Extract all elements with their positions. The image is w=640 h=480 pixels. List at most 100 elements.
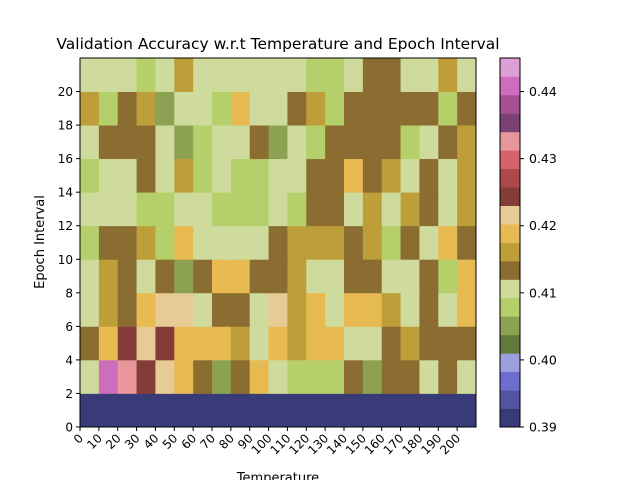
y-tick-label: 20 <box>58 85 73 99</box>
heatmap-cell <box>438 125 458 160</box>
heatmap-cell <box>249 393 269 428</box>
heatmap-cell <box>98 393 119 428</box>
heatmap-cell <box>249 125 269 160</box>
heatmap-cell <box>155 359 175 394</box>
heatmap-cell <box>344 359 364 394</box>
heatmap-cell <box>400 326 420 361</box>
x-axis-label: Temperature <box>236 471 319 480</box>
heatmap-cell <box>457 393 477 428</box>
heatmap-cell <box>362 125 383 160</box>
heatmap-cell <box>193 393 213 428</box>
colorbar-segment <box>500 94 520 114</box>
heatmap-cell <box>381 359 401 394</box>
heatmap-cell <box>136 292 156 327</box>
heatmap-cell <box>381 192 401 227</box>
heatmap-cell <box>325 326 345 361</box>
heatmap-cell <box>362 91 383 126</box>
heatmap-cell <box>457 158 477 193</box>
heatmap-cell <box>438 359 458 394</box>
heatmap-cell <box>98 326 119 361</box>
heatmap-cell <box>268 192 288 227</box>
colorbar-tick-label: 0.41 <box>529 285 557 300</box>
heatmap-cell <box>325 259 345 294</box>
heatmap-cell <box>193 125 213 160</box>
heatmap-cell <box>136 326 156 361</box>
heatmap-cell <box>80 225 100 260</box>
heatmap-cell <box>344 125 364 160</box>
heatmap-cell <box>80 393 100 428</box>
heatmap-cell <box>362 225 383 260</box>
heatmap-cell <box>438 326 458 361</box>
heatmap-cell <box>117 125 137 160</box>
heatmap-cell <box>419 125 439 160</box>
heatmap-cell <box>98 91 119 126</box>
heatmap-cell <box>344 259 364 294</box>
heatmap-cell <box>174 125 194 160</box>
colorbar-segment <box>500 113 520 133</box>
heatmap-cell <box>325 58 345 92</box>
heatmap-cell <box>419 326 439 361</box>
heatmap-cell <box>381 225 401 260</box>
heatmap-cell <box>400 58 420 92</box>
heatmap-cell <box>174 225 194 260</box>
heatmap-cell <box>174 292 194 327</box>
heatmap-cell <box>80 359 100 394</box>
heatmap-cell <box>287 326 307 361</box>
heatmap-cell <box>438 58 458 92</box>
heatmap-cell <box>98 58 119 92</box>
x-tick-label: 40 <box>141 431 162 452</box>
colorbar-segment <box>500 242 520 262</box>
colorbar-segment <box>500 334 520 354</box>
heatmap-cell <box>80 292 100 327</box>
heatmap-cell <box>212 225 232 260</box>
colorbar-segment <box>500 408 520 428</box>
heatmap-cell <box>193 91 213 126</box>
colorbar-segment <box>500 371 520 391</box>
heatmap-cell <box>80 192 100 227</box>
heatmap-cell <box>306 359 326 394</box>
heatmap-cell <box>136 125 156 160</box>
heatmap-cell <box>98 359 119 394</box>
x-tick-label: 10 <box>84 431 105 452</box>
heatmap-cell <box>193 192 213 227</box>
colorbar-tick-label: 0.40 <box>529 352 557 367</box>
heatmap-cell <box>174 326 194 361</box>
heatmap-cell <box>136 158 156 193</box>
heatmap-cell <box>80 91 100 126</box>
heatmap-cell <box>193 158 213 193</box>
heatmap-cell <box>230 292 251 327</box>
heatmap-cell <box>325 359 345 394</box>
heatmap-cell <box>306 393 326 428</box>
heatmap-cell <box>438 192 458 227</box>
heatmap-cell <box>287 58 307 92</box>
heatmap-cell <box>381 259 401 294</box>
heatmap-cell <box>362 192 383 227</box>
heatmap-cell <box>287 91 307 126</box>
heatmap-cell <box>419 292 439 327</box>
heatmap-cell <box>212 125 232 160</box>
heatmap-cell <box>155 58 175 92</box>
heatmap-cell <box>117 225 137 260</box>
heatmap-cell <box>419 259 439 294</box>
heatmap-cell <box>344 91 364 126</box>
x-tick-label: 80 <box>216 431 237 452</box>
heatmap-cell <box>268 125 288 160</box>
x-tick-label: 200 <box>437 431 463 457</box>
heatmap-cell <box>457 326 477 361</box>
x-tick-label: 0 <box>71 431 86 446</box>
heatmap-cell <box>457 125 477 160</box>
heatmap-cell <box>155 292 175 327</box>
heatmap-cell <box>174 158 194 193</box>
heatmap-cell <box>174 91 194 126</box>
heatmap-cell <box>230 91 251 126</box>
colorbar-segment <box>500 390 520 409</box>
heatmap-cells <box>80 58 477 428</box>
heatmap-cell <box>268 292 288 327</box>
heatmap-cell <box>381 292 401 327</box>
heatmap-cell <box>362 326 383 361</box>
heatmap-cell <box>362 393 383 428</box>
heatmap-cell <box>155 393 175 428</box>
heatmap-cell <box>400 192 420 227</box>
heatmap-cell <box>325 225 345 260</box>
heatmap-cell <box>325 125 345 160</box>
